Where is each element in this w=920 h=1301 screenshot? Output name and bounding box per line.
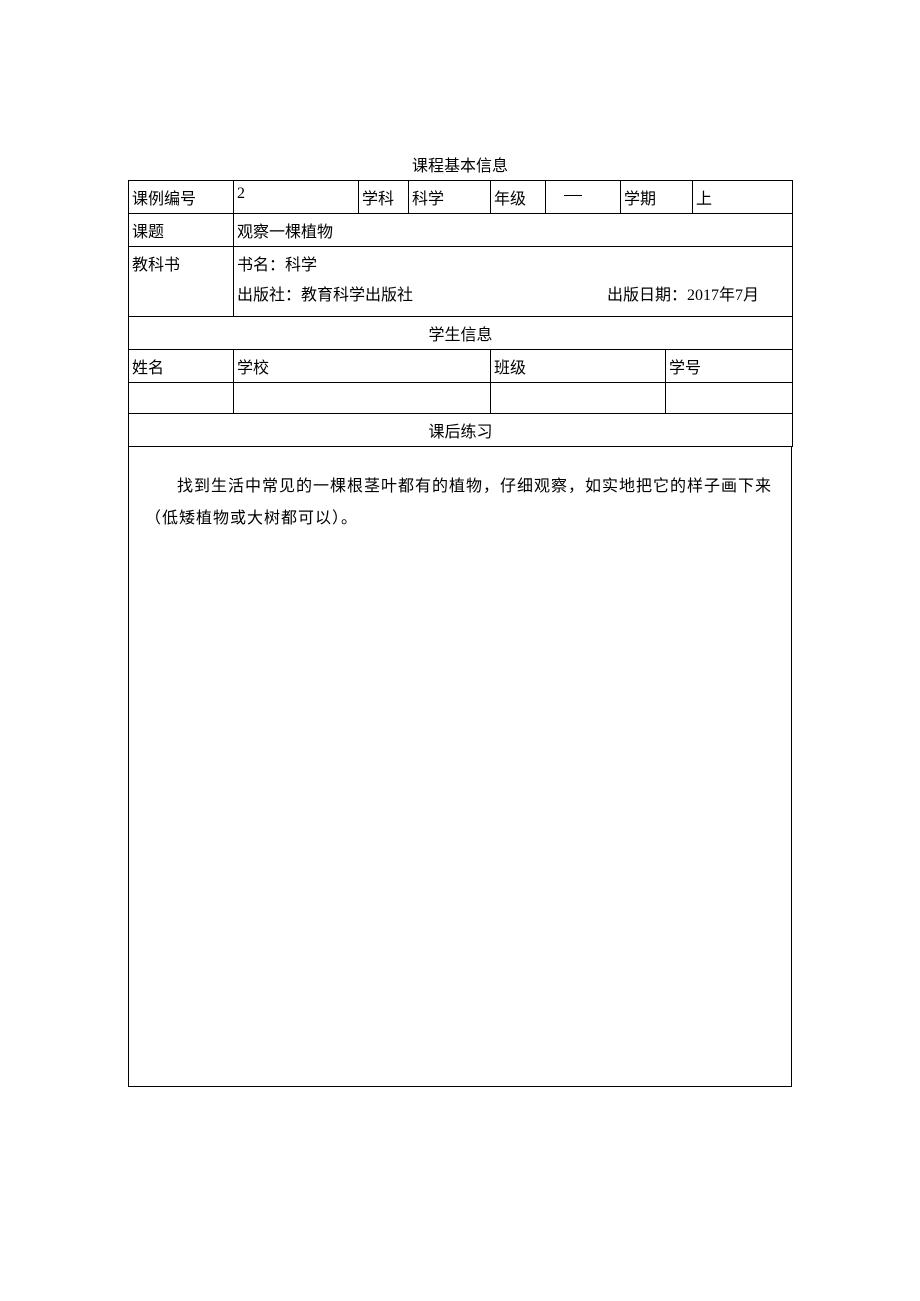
student-school-value — [234, 382, 491, 413]
table-row: 姓名 学校 班级 学号 — [129, 350, 793, 383]
subject-value: 科学 — [409, 181, 491, 214]
pubdate-value: 2017年7月 — [687, 287, 759, 304]
pubdate-label: 出版日期： — [607, 287, 687, 304]
publisher-value: 教育科学出版社 — [301, 287, 413, 304]
subject-label: 学科 — [359, 181, 409, 214]
student-id-value — [666, 382, 793, 413]
course-info-title: 课程基本信息 — [128, 150, 792, 180]
term-value: 上 — [693, 181, 793, 214]
table-row: 课题 观察一棵植物 — [129, 214, 793, 247]
exercise-title: 课后练习 — [129, 413, 793, 446]
table-row: 课例编号 2 学科 科学 年级 学期 上 — [129, 181, 793, 214]
table-row — [129, 382, 793, 413]
student-name-label: 姓名 — [129, 350, 234, 383]
grade-label: 年级 — [491, 181, 546, 214]
textbook-value: 书名：科学 出版社：教育科学出版社 出版日期：2017年7月 — [234, 247, 793, 317]
term-label: 学期 — [621, 181, 693, 214]
topic-value: 观察一棵植物 — [234, 214, 793, 247]
case-id-value: 2 — [234, 181, 359, 214]
student-class-label: 班级 — [491, 350, 666, 383]
student-name-value — [129, 382, 234, 413]
student-id-label: 学号 — [666, 350, 793, 383]
student-info-title: 学生信息 — [129, 316, 793, 349]
student-class-value — [491, 382, 666, 413]
student-school-label: 学校 — [234, 350, 491, 383]
grade-value-mark — [564, 195, 582, 196]
worksheet: 课程基本信息 课例编号 2 学科 科学 年级 学期 上 课题 观察一棵植物 — [128, 150, 792, 1087]
table-row: 课后练习 — [129, 413, 793, 446]
textbook-name-value: 科学 — [285, 257, 317, 274]
course-info-table: 课例编号 2 学科 科学 年级 学期 上 课题 观察一棵植物 教科书 书名：科学… — [128, 180, 793, 350]
topic-label: 课题 — [129, 214, 234, 247]
table-row: 学生信息 — [129, 316, 793, 349]
exercise-box: 找到生活中常见的一棵根茎叶都有的植物，仔细观察，如实地把它的样子画下来（低矮植物… — [128, 447, 792, 1087]
student-info-table: 姓名 学校 班级 学号 课后练习 — [128, 350, 793, 447]
textbook-label: 教科书 — [129, 247, 234, 317]
exercise-text: 找到生活中常见的一棵根茎叶都有的植物，仔细观察，如实地把它的样子画下来（低矮植物… — [145, 471, 775, 535]
grade-value-cell — [546, 181, 621, 214]
case-id-label: 课例编号 — [129, 181, 234, 214]
textbook-name-label: 书名： — [237, 257, 285, 274]
publisher-label: 出版社： — [237, 287, 301, 304]
table-row: 教科书 书名：科学 出版社：教育科学出版社 出版日期：2017年7月 — [129, 247, 793, 317]
